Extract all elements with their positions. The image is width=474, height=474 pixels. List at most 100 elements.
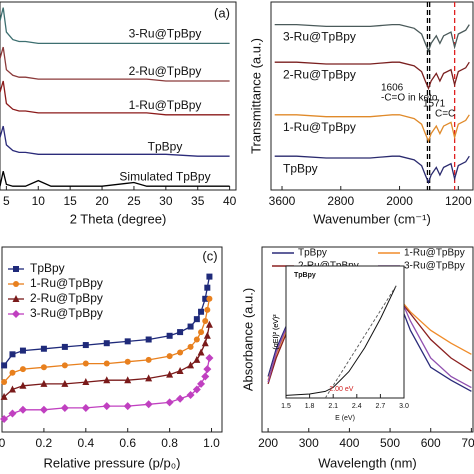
x-tick-label: 2.7: [376, 403, 386, 410]
x-tick-label: 200: [258, 436, 278, 450]
annotation: 1606: [381, 83, 404, 94]
marker: [166, 370, 174, 378]
legend-label: 3-Ru@TpBpy: [404, 261, 465, 272]
x-tick-label: 25: [127, 194, 141, 208]
x-tick-label: 15: [63, 194, 77, 208]
marker: [102, 402, 111, 411]
x-tick-label: 0.2: [36, 436, 53, 450]
x-axis-label: Wavelength (nm): [318, 455, 417, 470]
x-tick-label: 300: [299, 436, 319, 450]
marker: [19, 381, 27, 389]
legend-marker: [13, 281, 19, 287]
series-line: [0, 171, 230, 187]
marker: [193, 336, 200, 343]
x-tick-label: 30: [159, 194, 173, 208]
marker: [165, 398, 174, 407]
marker: [1, 362, 8, 369]
marker: [60, 403, 69, 412]
marker: [0, 415, 9, 424]
curve-label: 1-Ru@TpBpy: [283, 120, 356, 134]
inset-y-label: (αEI)² (eV)²: [273, 314, 280, 350]
curve-label: 3-Ru@TpBpy: [283, 30, 356, 44]
x-tick-label: 5: [3, 194, 10, 208]
marker: [145, 336, 152, 343]
x-axis-label: Relative pressure (p/p₀): [44, 455, 181, 470]
marker: [82, 342, 89, 349]
marker: [8, 409, 17, 418]
marker: [203, 331, 211, 339]
y-axis-label: Absorbance (a.u.): [240, 288, 255, 391]
marker: [0, 392, 8, 400]
y-axis-label: Transmittance (a.u.): [248, 38, 263, 154]
marker: [81, 403, 90, 412]
x-tick-label: 3600: [269, 194, 296, 208]
plot-frame: [285, 265, 405, 399]
marker: [201, 372, 210, 381]
marker: [205, 354, 214, 362]
legend-marker: [13, 266, 19, 272]
legend-label: 1-Ru@TpBpy: [30, 276, 103, 290]
x-tick-label: 35: [191, 194, 205, 208]
curve-label: 2-Ru@TpBpy: [129, 64, 202, 78]
series-line: [274, 23, 470, 53]
legend-label: TpBpy: [298, 248, 327, 259]
marker: [39, 405, 48, 414]
marker: [176, 394, 185, 403]
x-tick-label: 0.6: [119, 436, 136, 450]
y-axis-label: (αEI)² (eV)²: [273, 314, 280, 350]
marker: [177, 329, 184, 336]
x-tick-label: 0: [0, 436, 6, 450]
marker: [19, 347, 26, 354]
marker: [193, 355, 201, 363]
inset-line: [285, 285, 397, 396]
marker: [18, 405, 27, 414]
curve-label: 1-Ru@TpBpy: [129, 98, 202, 112]
plot-frame: [1, 246, 223, 433]
marker: [82, 360, 89, 367]
marker: [197, 379, 206, 388]
x-axis-label: Wavenumber (cm⁻¹): [313, 211, 431, 226]
series-line: [0, 7, 230, 45]
inset-title: TpBpy: [294, 272, 316, 279]
marker: [204, 284, 211, 291]
x-tick-label: 1.8: [305, 403, 315, 410]
x-tick-label: 700: [461, 436, 474, 450]
legend-label: 2-Ru@TpBpy: [30, 291, 103, 305]
marker: [202, 318, 209, 324]
series-line: [274, 114, 470, 143]
marker: [203, 365, 212, 374]
marker: [9, 369, 16, 376]
inset-annotation: 2.00 eV: [329, 386, 353, 393]
x-tick-label: 2800: [327, 194, 354, 208]
marker: [202, 295, 209, 302]
marker: [177, 349, 184, 356]
x-tick-label: 2.4: [352, 403, 362, 410]
x-tick-label: 400: [339, 436, 359, 450]
x-tick-label: 10: [32, 194, 46, 208]
marker: [176, 366, 184, 374]
curve-label: 2-Ru@TpBpy: [283, 67, 356, 81]
marker: [61, 362, 68, 369]
legend-label: 3-Ru@TpBpy: [30, 306, 103, 320]
plot-frame: [261, 246, 474, 433]
inset-background: [286, 266, 404, 398]
marker: [198, 308, 205, 315]
marker: [193, 316, 200, 323]
marker: [103, 340, 110, 347]
series-line: [274, 155, 470, 185]
x-tick-label: 2000: [386, 194, 413, 208]
marker: [166, 353, 173, 360]
marker: [40, 364, 47, 371]
marker: [40, 345, 47, 352]
plot-frame: [270, 1, 474, 191]
series-line: [0, 125, 230, 157]
x-tick-label: 1.5: [281, 403, 291, 410]
x-tick-label: 1.0: [203, 436, 220, 450]
x-tick-label: 600: [421, 436, 441, 450]
marker: [61, 379, 69, 387]
x-tick-label: 20: [95, 194, 109, 208]
marker: [124, 358, 131, 365]
marker: [123, 402, 132, 411]
curve-label: TpBpy: [148, 139, 183, 153]
x-tick-label: 0.4: [77, 436, 94, 450]
